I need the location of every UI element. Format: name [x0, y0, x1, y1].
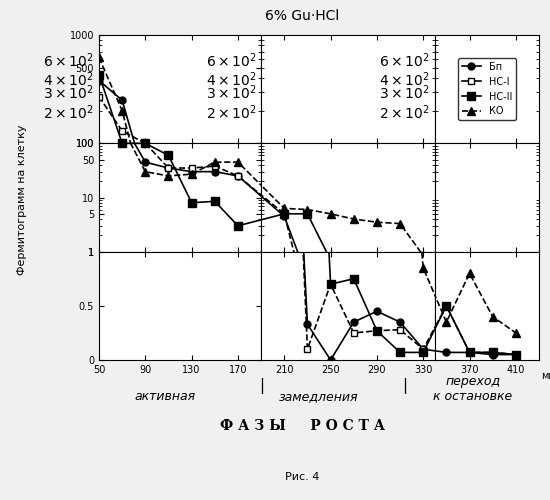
Text: Ф А З Ы     Р О С Т А: Ф А З Ы Р О С Т А — [220, 419, 385, 433]
Text: мин: мин — [541, 371, 550, 381]
Text: |: | — [258, 378, 264, 394]
Text: переход
к остановке: переход к остановке — [433, 375, 513, 403]
Text: Рис. 4: Рис. 4 — [285, 472, 320, 482]
Text: замедления: замедления — [279, 390, 359, 403]
Text: |: | — [402, 378, 407, 394]
Text: 6% Gu·HCl: 6% Gu·HCl — [265, 9, 340, 23]
Text: Фермитограмм на клетку: Фермитограмм на клетку — [17, 124, 27, 275]
Legend: Бп, HC-I, HC-II, КО: Бп, HC-I, HC-II, КО — [458, 58, 516, 120]
Text: активная: активная — [134, 390, 196, 403]
